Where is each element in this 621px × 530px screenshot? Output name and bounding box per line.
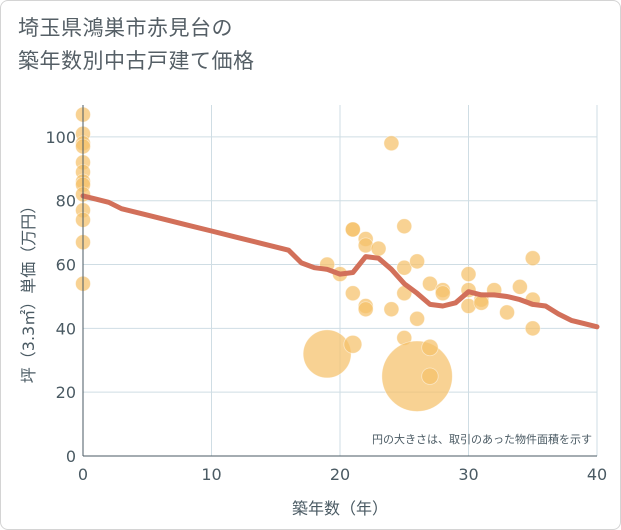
x-tick-label: 30 <box>458 465 478 484</box>
y-tick-label: 40 <box>56 319 76 338</box>
bubble-point <box>343 334 363 354</box>
bubble-point <box>302 329 352 379</box>
bubble-point <box>357 301 374 318</box>
bubble-point <box>396 218 413 235</box>
bubble-series <box>75 106 541 412</box>
y-tick-label: 80 <box>56 192 76 211</box>
tick-labels: 0 10 20 30 40 0 20 40 60 80 100 <box>45 128 607 484</box>
y-tick-label: 100 <box>45 128 76 147</box>
chart-title-line-2: 築年数別中古戸建て価格 <box>18 49 255 73</box>
bubble-size-note: 円の大きさは、取引のあった物件面積を示す <box>372 432 592 446</box>
y-tick-label: 60 <box>56 256 76 275</box>
y-tick-label: 0 <box>66 447 76 466</box>
bubble-point <box>409 310 426 327</box>
bubble-point <box>499 304 515 321</box>
bubble-point <box>383 301 400 318</box>
x-axis-label: 築年数（年） <box>292 499 388 518</box>
x-tick-label: 0 <box>78 465 88 484</box>
chart-title-line-1: 埼玉県鴻巣市赤見台の <box>18 16 233 40</box>
bubble-point <box>422 275 438 292</box>
bubble-point <box>370 240 387 257</box>
bubble-point <box>524 250 541 267</box>
bubble-point <box>396 259 413 276</box>
x-tick-label: 20 <box>330 465 350 484</box>
bubble-point <box>473 294 490 311</box>
y-axis-label: 坪（3.3㎡）単価（万円） <box>19 198 38 383</box>
bubble-point <box>421 338 439 357</box>
y-tick-label: 20 <box>56 383 76 402</box>
bubble-point <box>381 340 453 412</box>
trend-line <box>80 193 600 330</box>
bubble-point <box>409 253 426 270</box>
bubble-point <box>344 285 361 302</box>
chart-title: 埼玉県鴻巣市赤見台の 築年数別中古戸建て価格 <box>18 12 255 78</box>
bubble-point <box>383 135 400 152</box>
bubble-point <box>344 221 361 238</box>
bubble-point <box>512 278 528 295</box>
bubble-point <box>434 285 451 302</box>
bubble-point <box>524 320 541 337</box>
trend-line-series <box>80 193 600 330</box>
bubble-point <box>421 367 439 385</box>
x-tick-label: 10 <box>201 465 221 484</box>
axes <box>82 105 597 457</box>
x-tick-label: 40 <box>587 465 607 484</box>
bubble-point <box>460 266 477 283</box>
